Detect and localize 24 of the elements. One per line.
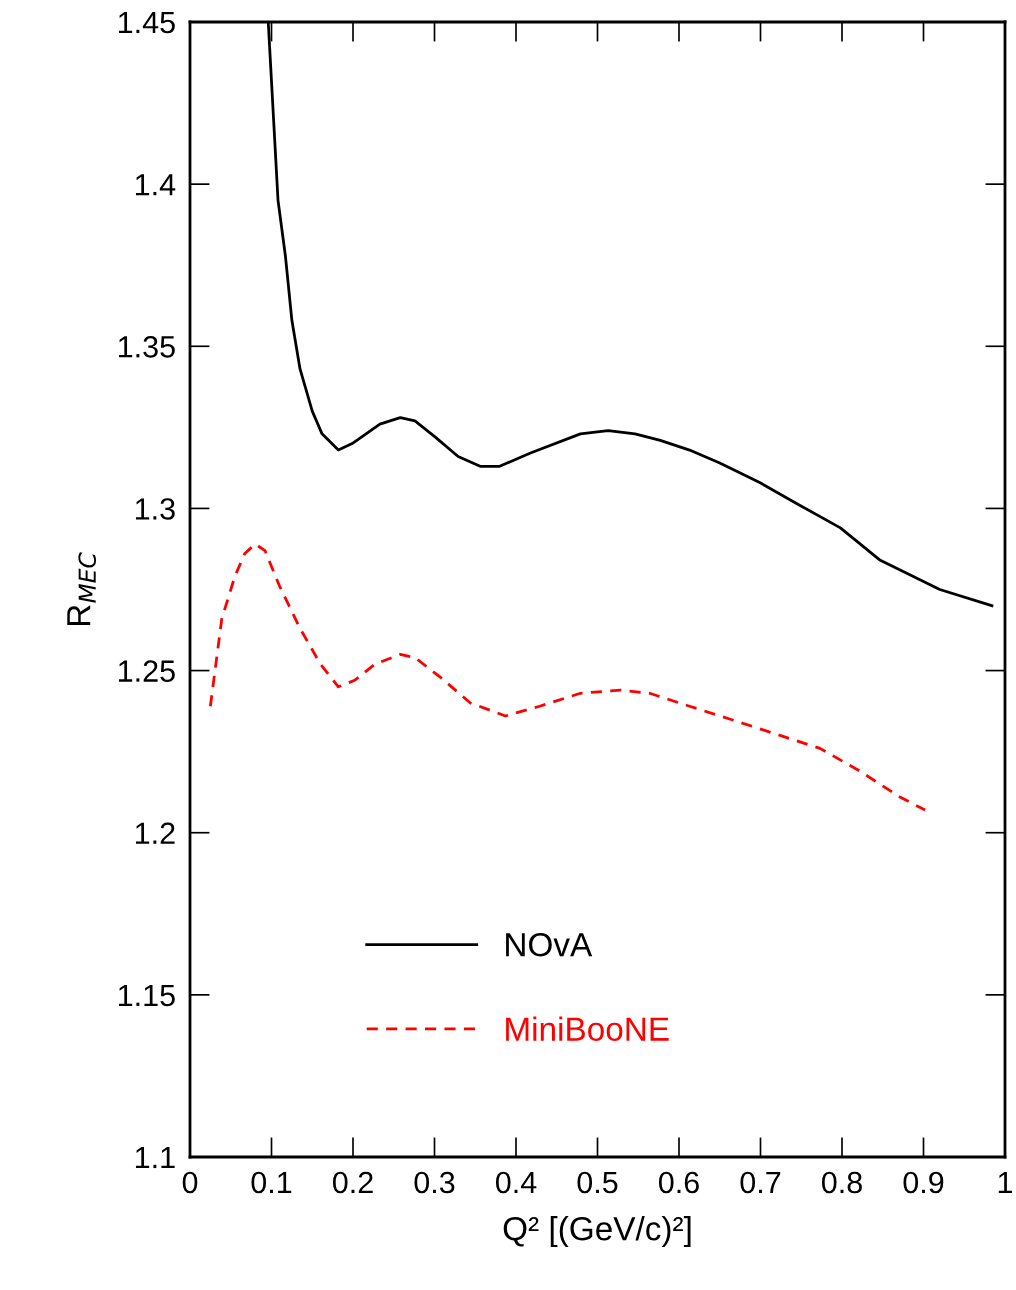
y-tick-label: 1.45 — [118, 12, 175, 34]
x-tick-label: 0.3 — [414, 1171, 455, 1194]
y-tick-label: 1.4 — [135, 174, 176, 196]
y-tick-label: 1.25 — [118, 660, 175, 682]
x-tick-label: 1 — [998, 1172, 1013, 1194]
x-tick-label: 0.1 — [251, 1171, 292, 1194]
x-tick-label: 0.6 — [658, 1171, 699, 1194]
y-tick-label: 1.35 — [118, 336, 175, 358]
x-tick-label: 0.5 — [577, 1171, 618, 1194]
line-series — [208, 542, 927, 812]
x-tick-label: 0.4 — [495, 1171, 537, 1194]
legend-label: NOvA — [506, 932, 593, 957]
y-tick-label: 1.3 — [135, 498, 175, 520]
y-tick-label: 1.1 — [135, 1147, 175, 1169]
y-tick-label: 1.15 — [118, 984, 175, 1007]
y-axis-title: R$_{MEC}$ — [67, 552, 97, 626]
x-tick-label: 0 — [182, 1171, 198, 1194]
x-tick-label: 0.8 — [821, 1171, 862, 1194]
y-tick-label: 1.2 — [135, 822, 175, 844]
x-tick-label: 0.7 — [740, 1171, 781, 1194]
x-tick-label: 0.9 — [903, 1171, 944, 1194]
x-axis-title: Q² [(GeV/c)²] — [503, 1216, 691, 1248]
x-tick-label: 0.2 — [332, 1171, 373, 1194]
legend-label: MiniBooNE — [506, 1016, 669, 1041]
